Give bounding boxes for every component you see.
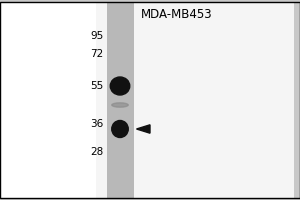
Text: 72: 72: [90, 49, 104, 59]
Bar: [96, 2, 294, 198]
Text: 28: 28: [90, 147, 104, 157]
Polygon shape: [136, 125, 150, 133]
Text: 95: 95: [90, 31, 104, 41]
Ellipse shape: [112, 103, 128, 107]
Text: MDA-MB453: MDA-MB453: [141, 8, 213, 21]
Text: 36: 36: [90, 119, 104, 129]
Text: 55: 55: [90, 81, 104, 91]
Ellipse shape: [112, 120, 128, 138]
Bar: [106, 2, 134, 198]
Bar: [0, 2, 96, 198]
Ellipse shape: [110, 77, 130, 95]
